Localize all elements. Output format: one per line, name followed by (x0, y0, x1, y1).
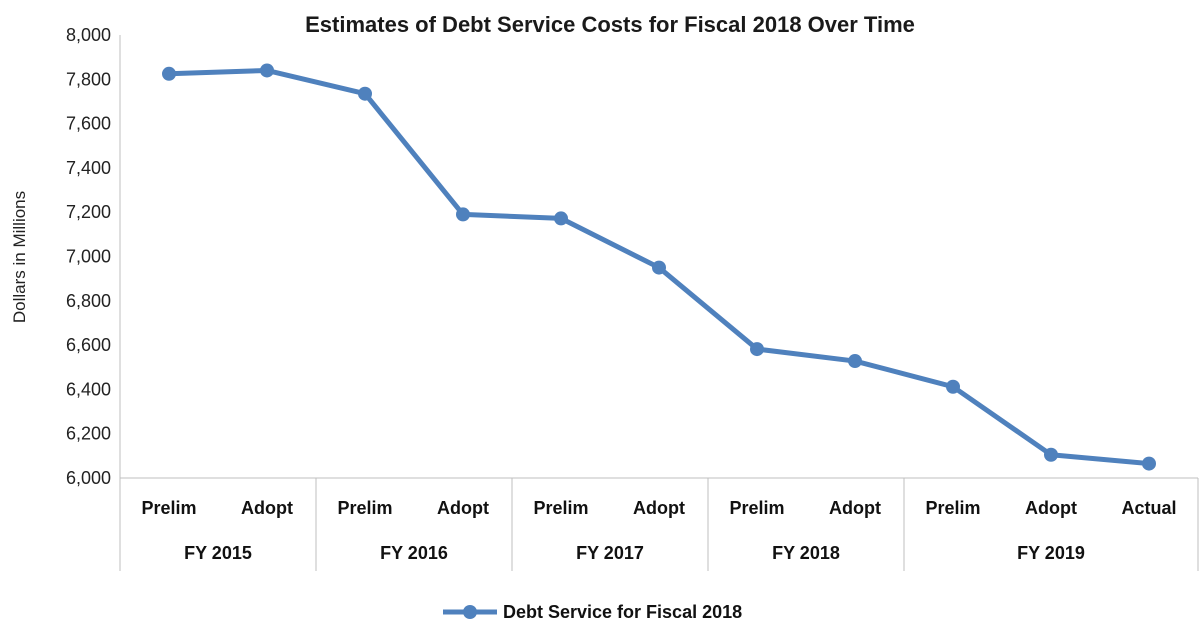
x-tick-label: Adopt (437, 498, 489, 518)
data-point (1142, 456, 1156, 471)
x-group-label: FY 2016 (380, 543, 448, 563)
series-layer (162, 63, 1156, 471)
y-tick-label: 6,200 (66, 424, 111, 444)
x-tick-label: Adopt (241, 498, 293, 518)
data-point (358, 86, 372, 101)
x-tick-label: Adopt (829, 498, 881, 518)
x-group-label: FY 2015 (184, 543, 252, 563)
y-tick-label: 7,400 (66, 158, 111, 178)
data-point (848, 354, 862, 369)
y-tick-label: 6,600 (66, 335, 111, 355)
x-tick-label: Adopt (1025, 498, 1077, 518)
data-point (652, 260, 666, 275)
legend: Debt Service for Fiscal 2018 (443, 602, 742, 622)
legend-point-marker (463, 605, 477, 619)
x-tick-label: Adopt (633, 498, 685, 518)
y-tick-label: 6,400 (66, 379, 111, 399)
x-axis: Prelim Adopt Prelim Adopt Prelim Adopt Prelim A… (119, 477, 1199, 571)
y-tick-label: 7,800 (66, 69, 111, 89)
y-axis: 6,000 6,200 6,400 6,600 6,800 7,000 7,200 7,400… (66, 25, 121, 488)
data-point (260, 63, 274, 78)
data-point (1044, 447, 1058, 462)
data-point (946, 379, 960, 394)
data-point (162, 66, 176, 81)
x-tick-label: Actual (1121, 498, 1176, 518)
x-tick-label: Prelim (337, 498, 392, 518)
x-tick-label: Prelim (729, 498, 784, 518)
data-point (750, 342, 764, 357)
data-point (456, 207, 470, 222)
chart-title: Estimates of Debt Service Costs for Fisc… (305, 12, 915, 37)
x-group-label: FY 2018 (772, 543, 840, 563)
y-tick-label: 6,000 (66, 468, 111, 488)
y-tick-label: 7,200 (66, 202, 111, 222)
y-tick-label: 7,000 (66, 247, 111, 267)
data-point (554, 211, 568, 226)
x-tick-label: Prelim (141, 498, 196, 518)
y-tick-label: 7,600 (66, 114, 111, 134)
legend-label: Debt Service for Fiscal 2018 (503, 602, 742, 622)
x-group-label: FY 2017 (576, 543, 644, 563)
y-tick-label: 8,000 (66, 25, 111, 45)
x-tick-label: Prelim (533, 498, 588, 518)
y-axis-label: Dollars in Millions (10, 191, 29, 323)
x-group-label: FY 2019 (1017, 543, 1085, 563)
y-tick-label: 6,800 (66, 291, 111, 311)
x-tick-label: Prelim (925, 498, 980, 518)
